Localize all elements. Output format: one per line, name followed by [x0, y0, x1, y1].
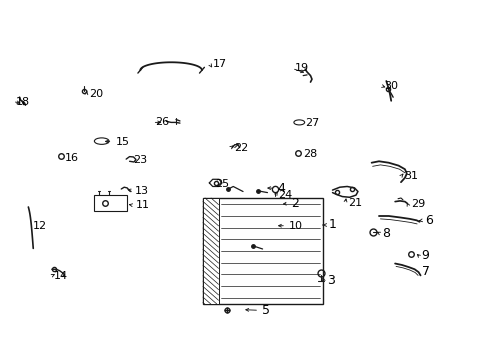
- Text: 4: 4: [277, 182, 285, 195]
- Text: 13: 13: [135, 186, 149, 196]
- Text: 29: 29: [410, 199, 424, 210]
- Text: 31: 31: [403, 171, 417, 181]
- Text: 5: 5: [262, 304, 269, 317]
- Text: 26: 26: [155, 117, 169, 127]
- Text: 24: 24: [278, 190, 292, 201]
- Text: 28: 28: [303, 149, 317, 159]
- Text: 21: 21: [347, 198, 362, 208]
- Text: 3: 3: [326, 274, 334, 287]
- Bar: [94, 195, 126, 211]
- Text: 9: 9: [421, 249, 428, 262]
- Bar: [203, 198, 322, 304]
- Text: 30: 30: [383, 81, 397, 91]
- Text: 22: 22: [233, 143, 247, 153]
- Text: 12: 12: [33, 221, 47, 231]
- Text: 19: 19: [294, 63, 308, 73]
- Text: 1: 1: [328, 219, 336, 231]
- Text: 18: 18: [16, 96, 30, 107]
- Text: 23: 23: [133, 155, 147, 165]
- Text: 7: 7: [421, 265, 428, 278]
- Text: 15: 15: [115, 137, 129, 147]
- Text: 20: 20: [89, 89, 103, 99]
- Bar: [203, 198, 218, 304]
- Text: 27: 27: [305, 118, 319, 128]
- Text: 10: 10: [288, 221, 303, 231]
- Text: 8: 8: [382, 227, 389, 240]
- Text: 25: 25: [215, 179, 229, 189]
- Text: 14: 14: [54, 271, 68, 281]
- Text: 6: 6: [425, 214, 432, 227]
- Text: 2: 2: [291, 197, 299, 210]
- Text: 17: 17: [212, 59, 226, 69]
- Text: 11: 11: [135, 200, 149, 210]
- Text: 16: 16: [65, 153, 79, 163]
